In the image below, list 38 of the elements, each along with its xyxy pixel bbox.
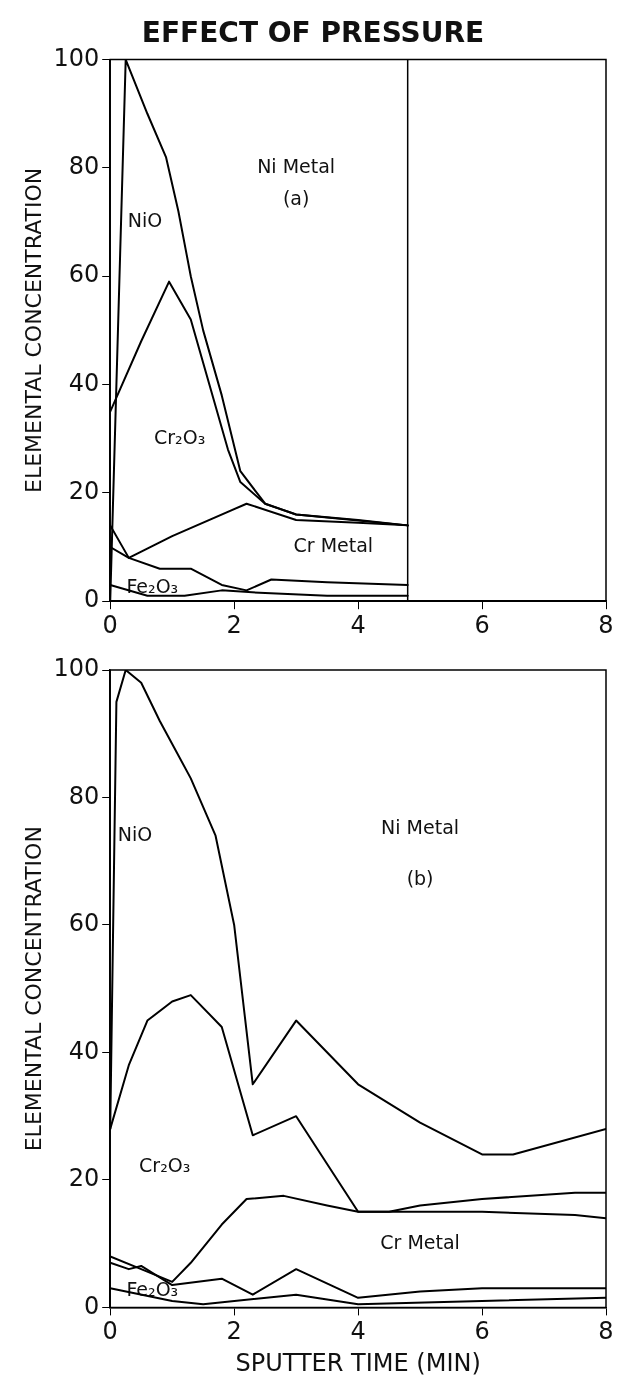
annotation: Cr Metal [380, 1230, 460, 1253]
y-tick-label: 0 [83, 585, 100, 614]
annotation: NiO [117, 822, 153, 845]
y-axis-title: ELEMENTAL CONCENTRATION [20, 167, 46, 493]
y-tick-label: 80 [68, 781, 100, 810]
annotation: Cr Metal [293, 533, 374, 556]
annotation: (b) [406, 867, 434, 890]
y-tick-label: 20 [68, 1164, 100, 1193]
y-tick-label: 60 [68, 260, 100, 289]
x-tick-label: 6 [474, 610, 490, 639]
annotation: (a) [282, 187, 310, 210]
annotation: Ni Metal [257, 154, 336, 177]
y-tick-label: 80 [68, 152, 100, 181]
y-tick-label: 40 [68, 1036, 100, 1065]
annotation: Ni Metal [381, 816, 460, 839]
x-tick-label: 0 [102, 610, 118, 639]
y-tick-label: 20 [68, 477, 100, 506]
x-tick-label: 0 [102, 1317, 118, 1346]
y-tick-label: 60 [68, 909, 100, 938]
y-tick-label: 0 [83, 1291, 100, 1320]
chart-title: EFFECT OF PRESSURE [141, 16, 485, 50]
annotation: Cr₂O₃ [153, 425, 206, 448]
x-tick-label: 8 [598, 610, 614, 639]
x-tick-label: 2 [226, 610, 242, 639]
y-tick-label: 100 [53, 43, 100, 72]
x-tick-label: 6 [474, 1317, 490, 1346]
annotation: Fe₂O₃ [126, 574, 179, 597]
x-tick-label: 4 [350, 1317, 366, 1346]
y-tick-label: 100 [53, 654, 100, 683]
x-tick-label: 2 [226, 1317, 242, 1346]
annotation: Fe₂O₃ [126, 1278, 179, 1301]
annotation: Cr₂O₃ [139, 1154, 191, 1177]
y-axis-title: ELEMENTAL CONCENTRATION [20, 826, 46, 1152]
annotation: NiO [127, 209, 163, 232]
x-tick-label: 4 [350, 610, 366, 639]
y-tick-label: 40 [68, 368, 100, 397]
x-tick-label: 8 [598, 1317, 614, 1346]
x-axis-title: SPUTTER TIME (MIN) [235, 1348, 481, 1377]
